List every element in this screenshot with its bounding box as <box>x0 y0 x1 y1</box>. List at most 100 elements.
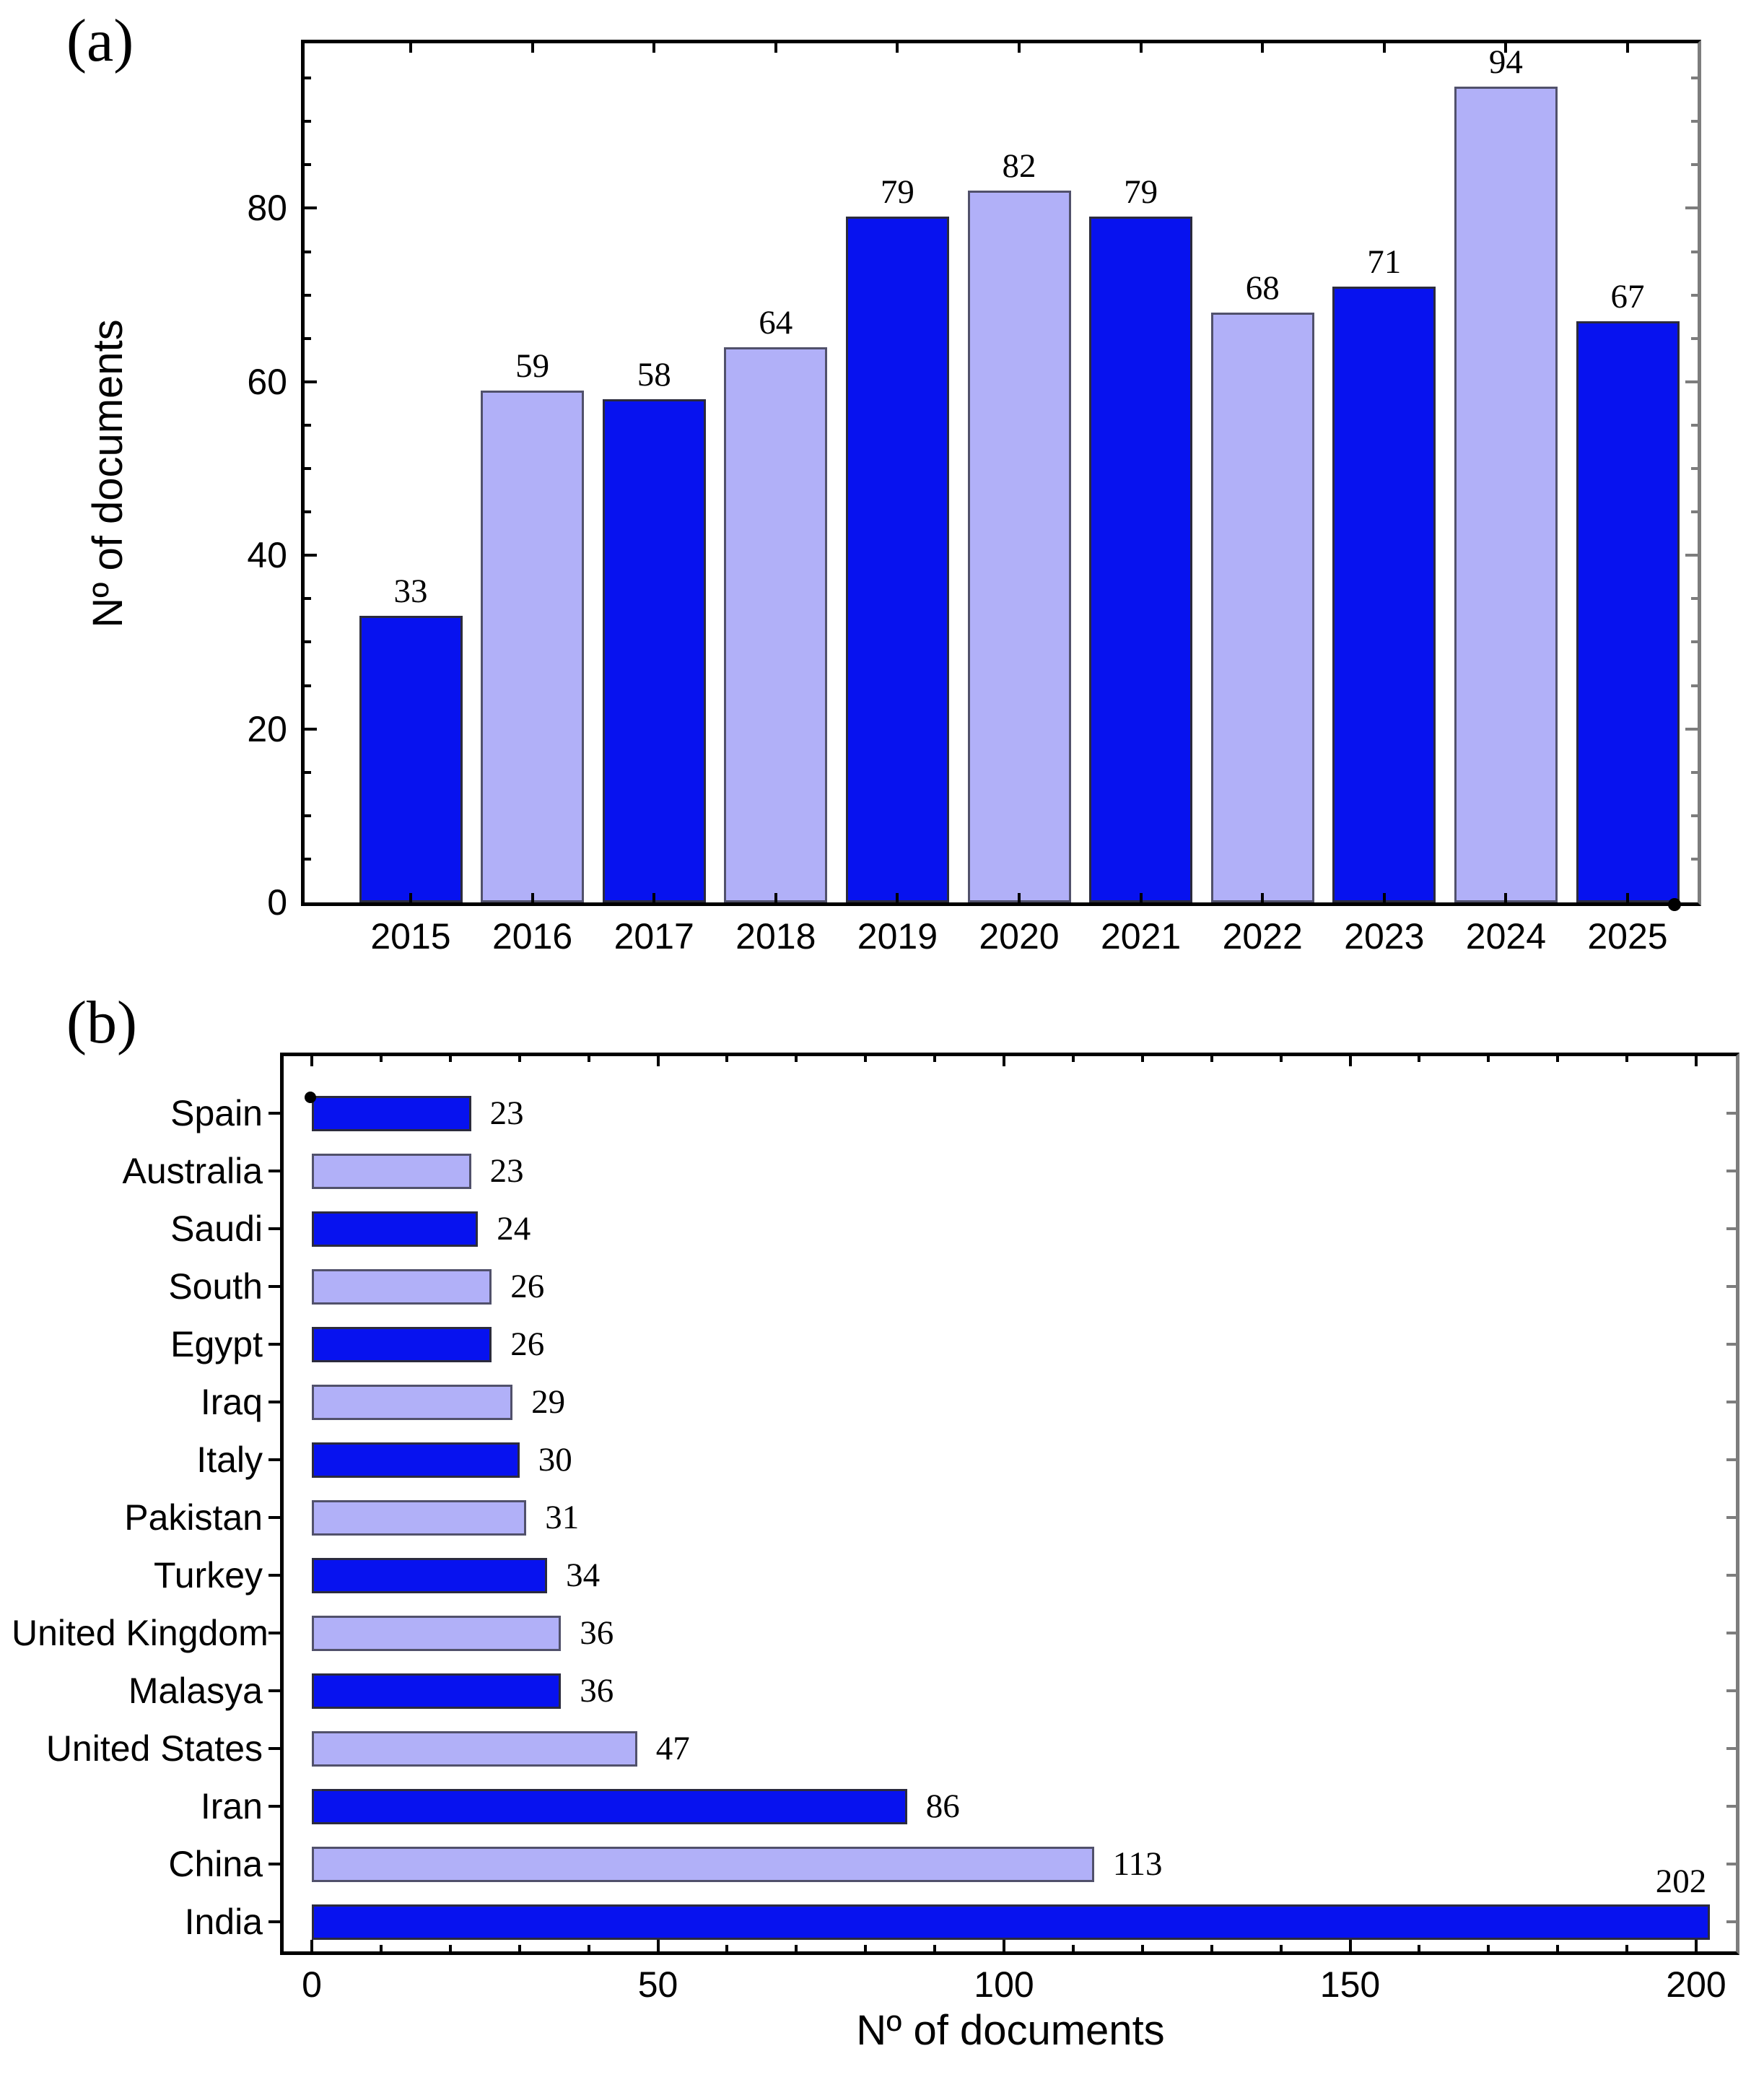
x-tick-bottom-2021 <box>1139 893 1143 902</box>
y-tick-left-turkey <box>268 1574 280 1577</box>
y-tick-right-80 <box>1685 206 1698 210</box>
value-label-united-states: 47 <box>655 1730 690 1767</box>
x-tick-top-150 <box>1348 1056 1352 1066</box>
y-tick-label-0: 0 <box>267 882 287 923</box>
y-tick-left-50 <box>305 467 311 470</box>
x-tick-top-100 <box>1003 1056 1005 1066</box>
chart-a-plot: 33 59 58 64 79 82 79 68 71 94 67 <box>301 40 1701 906</box>
bar-spain <box>312 1095 471 1131</box>
x-tick-bottom-110 <box>1071 1945 1075 1951</box>
y-tick-left-25 <box>305 684 311 687</box>
bar-india <box>312 1904 1711 1940</box>
y-tick-right-iran <box>1726 1805 1736 1808</box>
y-tick-label-iraq: Iraq <box>200 1382 263 1422</box>
y-tick-right-25 <box>1691 684 1698 687</box>
x-tick-label-2020: 2020 <box>979 916 1060 957</box>
y-tick-left-15 <box>305 770 311 774</box>
bar-2021 <box>1089 217 1193 902</box>
bar-pakistan <box>312 1499 527 1536</box>
x-tick-top-20 <box>448 1056 452 1062</box>
y-tick-left-80 <box>305 206 317 210</box>
y-tick-left-60 <box>305 380 317 383</box>
x-tick-bottom-60 <box>725 1945 729 1951</box>
y-tick-label-united-kingdom: United Kingdom <box>12 1613 268 1653</box>
y-tick-label-malasya: Malasya <box>128 1671 263 1711</box>
x-tick-bottom-200 <box>1695 1940 1698 1951</box>
y-tick-left-united-kingdom <box>268 1632 280 1634</box>
y-tick-label-40: 40 <box>247 535 287 576</box>
y-tick-left-40 <box>305 554 317 557</box>
y-tick-right-egypt <box>1726 1343 1736 1346</box>
value-label-australia: 23 <box>489 1152 524 1190</box>
y-tick-left-10 <box>305 814 311 817</box>
x-tick-bottom-10 <box>379 1945 383 1951</box>
y-tick-left-china <box>268 1863 280 1865</box>
bar-2024 <box>1454 87 1558 902</box>
x-tick-bottom-170 <box>1487 1945 1490 1951</box>
value-label-turkey: 34 <box>566 1556 601 1594</box>
x-tick-bottom-120 <box>1140 1945 1144 1951</box>
x-tick-bottom-160 <box>1418 1945 1421 1951</box>
y-tick-right-saudi <box>1726 1227 1736 1230</box>
x-tick-label-2025: 2025 <box>1587 916 1668 957</box>
x-tick-top-120 <box>1140 1056 1144 1062</box>
bar-2025 <box>1576 321 1680 902</box>
panel-a-label: (a) <box>66 7 134 74</box>
chart-a-plot-area: 33 59 58 64 79 82 79 68 71 94 67 <box>305 43 1698 902</box>
y-tick-left-india <box>268 1920 280 1923</box>
bar-turkey <box>312 1557 548 1593</box>
value-label-2020: 82 <box>1002 147 1036 186</box>
y-tick-label-iran: Iran <box>200 1786 263 1826</box>
x-tick-bottom-150 <box>1348 1940 1352 1951</box>
x-tick-bottom-20 <box>448 1945 452 1951</box>
y-tick-right-spain <box>1726 1112 1736 1115</box>
x-tick-bottom-2016 <box>530 893 534 902</box>
value-label-spain: 23 <box>489 1094 524 1132</box>
x-tick-top-70 <box>795 1056 798 1062</box>
x-tick-bottom-30 <box>518 1945 521 1951</box>
bar-2022 <box>1210 312 1314 902</box>
y-tick-label-saudi: Saudi <box>170 1209 263 1249</box>
y-tick-left-55 <box>305 423 311 427</box>
y-tick-left-australia <box>268 1170 280 1172</box>
x-tick-bottom-130 <box>1210 1945 1213 1951</box>
bar-2017 <box>602 399 706 902</box>
x-tick-bottom-2025 <box>1626 893 1629 902</box>
x-tick-top-110 <box>1071 1056 1075 1062</box>
x-tick-top-2023 <box>1382 43 1386 53</box>
x-tick-top-180 <box>1556 1056 1560 1062</box>
bar-malasya <box>312 1673 562 1709</box>
marker-dot-a <box>1668 898 1681 911</box>
x-tick-top-130 <box>1210 1056 1213 1062</box>
y-tick-label-spain: Spain <box>170 1093 263 1133</box>
bar-china <box>312 1846 1094 1882</box>
x-tick-top-2019 <box>896 43 899 53</box>
x-tick-label-2015: 2015 <box>370 916 451 957</box>
value-label-india: 202 <box>1655 1862 1707 1900</box>
value-label-2022: 68 <box>1245 269 1280 307</box>
y-tick-right-45 <box>1691 510 1698 514</box>
y-tick-label-pakistan: Pakistan <box>124 1497 263 1538</box>
value-label-china: 113 <box>1112 1845 1163 1883</box>
x-tick-bottom-2018 <box>774 893 777 902</box>
x-tick-top-200 <box>1695 1056 1698 1066</box>
bar-united-kingdom <box>312 1615 562 1651</box>
y-tick-left-saudi <box>268 1227 280 1230</box>
y-tick-left-iraq <box>268 1401 280 1403</box>
bar-2016 <box>481 390 585 902</box>
y-tick-right-95 <box>1691 77 1698 80</box>
bar-2020 <box>967 191 1071 902</box>
y-tick-right-55 <box>1691 423 1698 427</box>
x-tick-top-2015 <box>409 43 412 53</box>
x-tick-label-2018: 2018 <box>735 916 816 957</box>
y-tick-left-5 <box>305 857 311 861</box>
x-tick-top-10 <box>379 1056 383 1062</box>
y-tick-left-united-states <box>268 1747 280 1750</box>
value-label-2017: 58 <box>637 355 671 393</box>
x-tick-bottom-100 <box>1003 1940 1005 1951</box>
bar-italy <box>312 1442 520 1478</box>
x-tick-top-2022 <box>1261 43 1265 53</box>
x-tick-top-2020 <box>1018 43 1021 53</box>
bar-australia <box>312 1153 471 1189</box>
value-label-iraq: 29 <box>531 1383 566 1421</box>
